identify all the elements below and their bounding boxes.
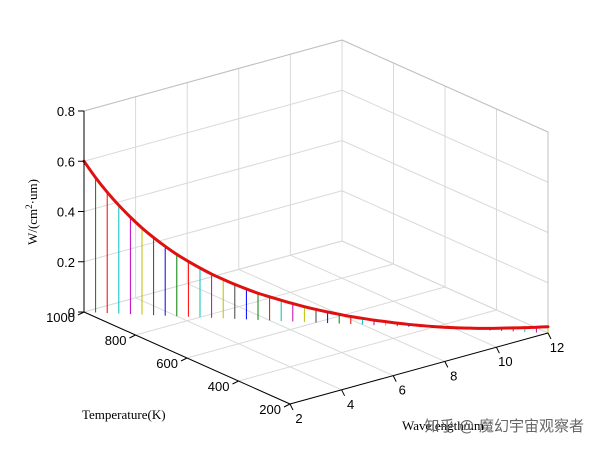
x-tick-mark (289, 403, 294, 411)
x-axis-line (289, 332, 549, 405)
z-tick-label: 0.6 (57, 154, 75, 169)
y-tick-label: 400 (208, 379, 230, 394)
x-tick-label: 8 (450, 368, 457, 383)
x-tick-mark (341, 389, 346, 397)
x-tick-label: 10 (498, 354, 512, 369)
y-tick-label: 200 (259, 402, 281, 417)
x-tick-mark (547, 332, 552, 340)
z-axis-label: W/(cm2·um) (24, 179, 40, 245)
grid-line-z-back (83, 240, 343, 313)
pane-edge (83, 39, 343, 112)
z-axis-label-tail: ·um) (25, 179, 40, 204)
y-tick-label: 800 (105, 333, 127, 348)
x-tick-label: 6 (399, 383, 406, 398)
y-tick-mark (129, 334, 136, 339)
z-axis-label-sup: 2 (24, 204, 34, 209)
grid-line-z-side (341, 190, 549, 284)
x-axis-label: Wavelength/um (402, 418, 484, 433)
axis-panes (84, 40, 548, 404)
y-axis-label: Temperature(K) (82, 407, 166, 422)
pane-edge (341, 39, 549, 133)
x-tick-label: 2 (295, 411, 302, 426)
x-tick-label: 4 (347, 397, 354, 412)
grid-line-z-back (83, 89, 343, 162)
z-axis-label-main: W/(cm (25, 209, 40, 245)
x-tick-mark (495, 346, 500, 354)
grid-line-z-back (83, 190, 343, 263)
z-tick-label: 0.4 (57, 205, 75, 220)
curve-series (82, 159, 550, 330)
y-tick-label: 1000 (46, 310, 75, 325)
x-tick-label: 12 (550, 340, 564, 355)
y-tick-mark (180, 357, 188, 362)
grid-line-z-side (341, 140, 549, 233)
data-curve (82, 159, 550, 330)
z-tick-label: 0.8 (57, 104, 75, 119)
grid-line-z-side (341, 89, 549, 183)
grid-line-z-back (83, 140, 343, 212)
grid-line-y-floor (135, 263, 394, 336)
y-tick-mark (283, 403, 291, 408)
grid-line-y-floor (238, 309, 497, 382)
z-tick-label: 0.2 (57, 255, 75, 270)
watermark-text: 知乎 @ 魔幻宇宙观察者 (424, 417, 584, 435)
z-tick-label: 0 (68, 305, 75, 320)
y-tick-mark (232, 380, 239, 385)
x-tick-mark (392, 375, 397, 382)
grid-line-z-side (341, 240, 549, 334)
x-tick-mark (444, 361, 449, 368)
y-tick-label: 600 (156, 356, 178, 371)
